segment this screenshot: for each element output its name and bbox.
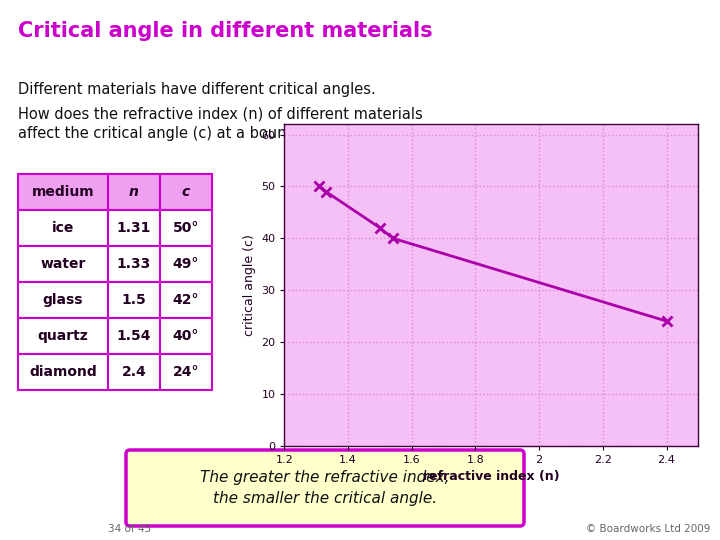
Text: 1.33: 1.33: [117, 257, 151, 271]
Bar: [108, 210, 160, 246]
Text: 50°: 50°: [173, 221, 199, 235]
Text: 1.54: 1.54: [117, 329, 151, 343]
Text: The greater the refractive index,
the smaller the critical angle.: The greater the refractive index, the sm…: [200, 470, 450, 506]
Text: ice: ice: [52, 221, 74, 235]
Text: 42°: 42°: [173, 293, 199, 307]
Bar: [18, 174, 108, 210]
Text: © Boardworks Ltd 2009: © Boardworks Ltd 2009: [585, 524, 710, 534]
Bar: [18, 282, 108, 318]
Text: How does the refractive index (n) of different materials
affect the critical ang: How does the refractive index (n) of dif…: [18, 106, 423, 141]
Text: quartz: quartz: [37, 329, 89, 343]
Bar: [160, 354, 212, 390]
Bar: [108, 318, 160, 354]
Text: glass: glass: [42, 293, 84, 307]
Text: medium: medium: [32, 185, 94, 199]
Text: 1.5: 1.5: [122, 293, 146, 307]
Bar: [160, 282, 212, 318]
Bar: [160, 318, 212, 354]
Bar: [160, 246, 212, 282]
Bar: [108, 246, 160, 282]
FancyBboxPatch shape: [126, 450, 524, 526]
Y-axis label: critical angle (c): critical angle (c): [243, 234, 256, 336]
Text: 34 of 45: 34 of 45: [109, 524, 152, 534]
Text: Critical angle in different materials: Critical angle in different materials: [18, 21, 433, 41]
Text: water: water: [40, 257, 86, 271]
Bar: [160, 210, 212, 246]
Text: diamond: diamond: [29, 365, 97, 379]
Bar: [18, 246, 108, 282]
Bar: [18, 318, 108, 354]
Bar: [108, 282, 160, 318]
Bar: [160, 174, 212, 210]
Bar: [108, 174, 160, 210]
X-axis label: refractive index (n): refractive index (n): [423, 470, 559, 483]
Text: 40°: 40°: [173, 329, 199, 343]
Text: 2.4: 2.4: [122, 365, 146, 379]
Text: 49°: 49°: [173, 257, 199, 271]
Text: 24°: 24°: [173, 365, 199, 379]
Text: 1.31: 1.31: [117, 221, 151, 235]
Text: Different materials have different critical angles.: Different materials have different criti…: [18, 82, 376, 97]
Bar: [18, 210, 108, 246]
Text: c: c: [182, 185, 190, 199]
Text: n: n: [129, 185, 139, 199]
Bar: [18, 354, 108, 390]
Bar: [108, 354, 160, 390]
